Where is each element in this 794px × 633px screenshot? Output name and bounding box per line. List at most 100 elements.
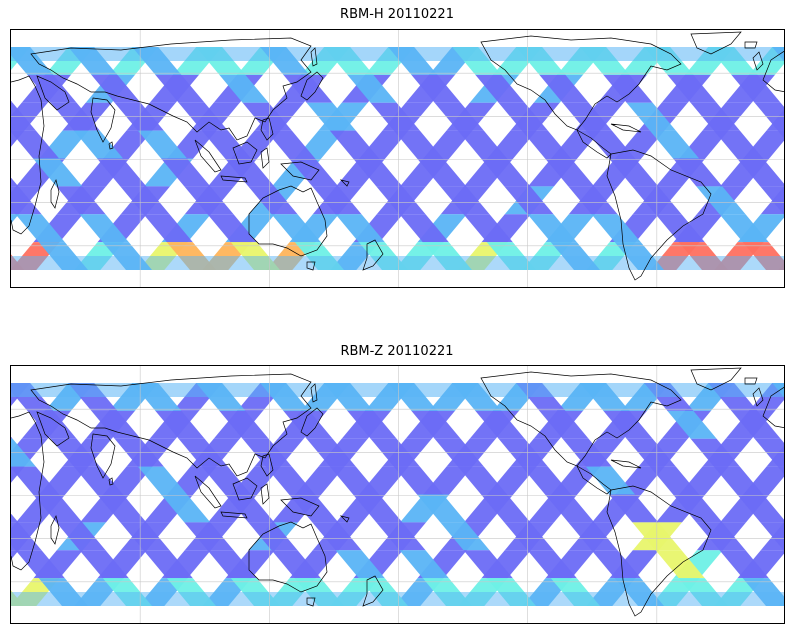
coastlines <box>11 31 784 281</box>
swath-segment-z-190 <box>79 550 129 579</box>
swath-segment-h-253 <box>568 186 618 215</box>
swath-segment-z-266 <box>626 438 676 467</box>
swath-segment-z-245 <box>504 522 554 551</box>
swath-segment-h-214 <box>271 214 321 243</box>
swath-segment-h-281 <box>731 74 781 103</box>
swath-segment-h-229 <box>376 186 426 215</box>
swath-segment-h-266 <box>626 102 676 131</box>
swath-segment-h-236 <box>417 158 467 187</box>
coastline-arabia-z <box>36 411 70 447</box>
swath-segment-h-244 <box>481 158 531 187</box>
swath-segment-h-243 <box>457 130 508 159</box>
swath-segment-h-237 <box>440 186 490 215</box>
swath-segment-z-187 <box>11 466 60 495</box>
swath-segment-h-204 <box>161 158 211 187</box>
coastline-borneo-z <box>232 477 258 501</box>
coastline-cuba-z <box>610 459 642 469</box>
swath-segment-h-196 <box>97 158 147 187</box>
swath-segment-z-189 <box>56 522 106 551</box>
swath-segment-z-278 <box>783 550 784 551</box>
swath-segment-h-241 <box>411 74 461 103</box>
swath-segment-h-235 <box>393 130 444 159</box>
coastline-borneo-h <box>232 141 258 165</box>
swath-segment-z-198 <box>143 550 193 579</box>
swath-segment-z-270 <box>719 550 769 579</box>
swath-segment-h-273 <box>667 74 717 103</box>
swath-segment-z-275 <box>713 466 764 495</box>
swath-segment-z-253 <box>568 522 618 551</box>
swath-segment-h-233 <box>347 74 397 103</box>
polar-band-north-h <box>11 47 784 61</box>
coastline-newzealand-z <box>362 575 384 607</box>
swath-segment-h-249 <box>475 74 525 103</box>
swath-segment-h-180 <box>11 177 19 187</box>
swath-segment-h-254 <box>591 214 641 243</box>
coastline-java-h <box>220 175 248 183</box>
map-canvas-rbm-z <box>11 366 784 623</box>
coastline-europe-z <box>762 386 784 428</box>
coastline-srilanka-h <box>108 141 114 150</box>
swath-segment-h-198 <box>143 214 193 243</box>
coastline-japan-h <box>300 71 324 101</box>
swath-segment-z-211 <box>201 466 252 495</box>
coastline-tasmania-z <box>306 597 316 607</box>
coastline-india-z <box>90 433 116 479</box>
swath-segment-h-189 <box>56 186 106 215</box>
coastline-greenland-h <box>690 31 742 55</box>
swath-segment-h-275 <box>713 130 764 159</box>
coastline-newzealand-h <box>362 239 384 271</box>
swath-segment-h-267 <box>649 130 700 159</box>
swath-segment-z-268 <box>673 494 723 523</box>
swath-segment-z-251 <box>521 466 572 495</box>
coastline-cuba-h <box>610 123 642 133</box>
swath-segment-z-238 <box>463 550 513 579</box>
swath-segment-h-277 <box>760 186 784 215</box>
swath-segment-z-281 <box>731 410 781 439</box>
coastline-madagascar-z <box>50 514 60 545</box>
coastline-sakhalin-z <box>310 383 318 403</box>
swath-segment-z-282 <box>754 438 784 467</box>
swath-segment-z-202 <box>114 438 164 467</box>
swath-segment-h-193 <box>27 74 77 103</box>
coastline-pacificisl-h <box>339 179 350 187</box>
swath-segment-z-241 <box>411 410 461 439</box>
coastline-philippines-h <box>260 117 274 141</box>
coastline-africa-h <box>11 75 45 235</box>
swath-segment-z-236 <box>417 494 467 523</box>
swath-segment-z-249 <box>475 410 525 439</box>
swath-segment-z-274 <box>690 438 740 467</box>
graticule <box>11 366 784 623</box>
swath-segment-h-212 <box>225 158 275 187</box>
swath-segment-h-186 <box>11 102 36 131</box>
polar-band-south-z <box>11 592 784 606</box>
polar-band-north-z <box>11 383 784 397</box>
coastline-uk-z <box>752 387 764 407</box>
swath-segment-h-148 <box>784 159 785 187</box>
swath-segment-z-180 <box>11 513 19 523</box>
swath-segment-z-235 <box>393 466 444 495</box>
coastline-australia-h <box>248 185 328 257</box>
swath-segment-h-210 <box>178 102 228 131</box>
swath-segment-h-185 <box>11 100 13 103</box>
coastline-uk-h <box>752 51 764 71</box>
satellite-swaths <box>11 47 785 270</box>
coastline-asia-h <box>30 37 312 141</box>
swath-segment-z-194 <box>50 438 100 467</box>
coastline-africa-z <box>11 411 45 571</box>
swath-segment-z-277 <box>760 522 784 551</box>
swath-segment-h-182 <box>15 214 65 243</box>
swath-segment-h-226 <box>306 102 356 131</box>
swath-segment-z-212 <box>225 494 275 523</box>
swath-segment-z-196 <box>97 494 147 523</box>
swath-segment-h-227 <box>329 130 380 159</box>
swath-segment-z-250 <box>498 438 548 467</box>
swath-segment-h-201 <box>91 74 141 103</box>
swath-segment-h-221 <box>312 186 362 215</box>
swath-segment-h-205 <box>184 186 234 215</box>
swath-segment-h-187 <box>11 130 60 159</box>
swath-segment-h-228 <box>353 158 403 187</box>
swath-segment-z-182 <box>15 550 65 579</box>
coastline-sulawesi-h <box>260 147 270 169</box>
swath-segment-h-202 <box>114 102 164 131</box>
swath-segment-z-213 <box>248 522 298 551</box>
